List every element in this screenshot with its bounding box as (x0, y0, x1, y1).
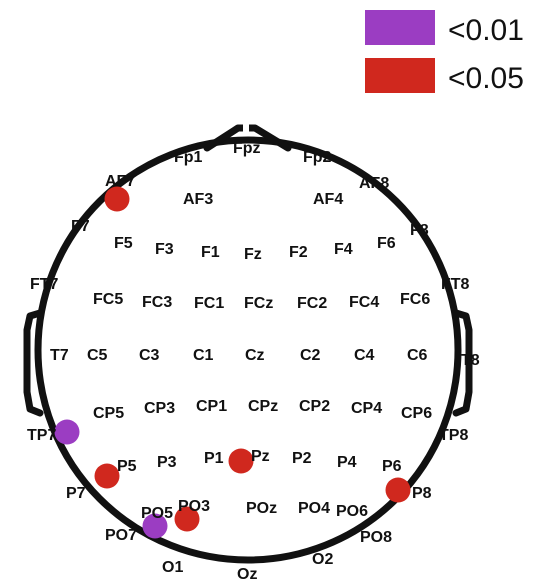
electrode-F6: F6 (377, 235, 396, 252)
electrode-PO5: PO5 (141, 505, 173, 522)
electrode-AF7: AF7 (105, 173, 135, 190)
electrode-F1: F1 (201, 244, 220, 261)
electrode-FC2: FC2 (297, 295, 327, 312)
electrode-TP7: TP7 (27, 427, 56, 444)
electrode-FC3: FC3 (142, 294, 172, 311)
electrode-POz: POz (246, 500, 277, 517)
head-circle (34, 136, 462, 564)
head-outline (23, 124, 473, 564)
electrode-Pz: Pz (251, 448, 270, 465)
electrode-TP8: TP8 (439, 427, 468, 444)
electrode-PO7: PO7 (105, 527, 137, 544)
electrode-O2: O2 (312, 551, 333, 568)
electrode-C6: C6 (407, 347, 428, 364)
electrode-Cz: Cz (245, 347, 265, 364)
electrode-C3: C3 (139, 347, 160, 364)
electrode-labels: Fp1 Fpz Fp2 AF7 AF3 AF4 AF8 F7 F5 F3 F1 … (27, 140, 480, 583)
electrode-O1: O1 (162, 559, 183, 576)
significance-marker-p1 (228, 448, 254, 474)
left-ear (23, 309, 44, 417)
electrode-C1: C1 (193, 347, 214, 364)
electrode-FC1: FC1 (194, 295, 224, 312)
significance-marker-p5 (94, 463, 120, 489)
legend: <0.01 <0.05 (365, 10, 524, 95)
electrode-PO4: PO4 (298, 500, 330, 517)
electrode-F3: F3 (155, 241, 174, 258)
electrode-P1: P1 (204, 450, 224, 467)
significance-marker-po5 (142, 513, 168, 539)
legend-swatch-p005 (365, 58, 435, 93)
electrode-CP1: CP1 (196, 398, 227, 415)
legend-swatch-p001 (365, 10, 435, 45)
electrode-AF4: AF4 (313, 191, 343, 208)
electrode-Fp1: Fp1 (174, 149, 203, 166)
electrode-P7: P7 (66, 485, 86, 502)
electrode-P4: P4 (337, 454, 357, 471)
significance-marker-p8 (385, 477, 411, 503)
electrode-FT8: FT8 (441, 276, 470, 293)
electrode-F5: F5 (114, 235, 133, 252)
electrode-FC4: FC4 (349, 294, 379, 311)
electrode-PO6: PO6 (336, 503, 368, 520)
electrode-F7: F7 (71, 218, 90, 235)
electrode-C2: C2 (300, 347, 321, 364)
electrode-AF8: AF8 (359, 175, 389, 192)
electrode-PO8: PO8 (360, 529, 392, 546)
electrode-F4: F4 (334, 241, 353, 258)
right-ear (452, 309, 473, 417)
electrode-T8: T8 (461, 352, 480, 369)
electrode-CPz: CPz (248, 398, 278, 415)
electrode-P6: P6 (382, 458, 402, 475)
electrode-FT7: FT7 (30, 276, 59, 293)
significance-marker-tp7 (54, 419, 80, 445)
electrode-FCz: FCz (244, 295, 273, 312)
electrode-PO3: PO3 (178, 498, 210, 515)
electrode-C4: C4 (354, 347, 375, 364)
electrode-Fz: Fz (244, 246, 262, 263)
electrode-CP6: CP6 (401, 405, 432, 422)
electrode-P2: P2 (292, 450, 312, 467)
electrode-C5: C5 (87, 347, 108, 364)
electrode-Fp2: Fp2 (303, 149, 332, 166)
electrode-Fpz: Fpz (233, 140, 261, 157)
electrode-P8: P8 (412, 485, 432, 502)
electrode-FC5: FC5 (93, 291, 123, 308)
legend-label-p001: <0.01 (448, 14, 524, 47)
electrode-FC6: FC6 (400, 291, 430, 308)
legend-label-p005: <0.05 (448, 62, 524, 95)
electrode-CP4: CP4 (351, 400, 382, 417)
electrode-Oz: Oz (237, 566, 257, 583)
electrode-CP5: CP5 (93, 405, 124, 422)
electrode-T7: T7 (50, 347, 69, 364)
electrode-CP3: CP3 (144, 400, 175, 417)
electrode-AF3: AF3 (183, 191, 213, 208)
significance-markers (54, 186, 411, 539)
significance-marker-af7 (104, 186, 130, 212)
electrode-CP2: CP2 (299, 398, 330, 415)
electrode-P5: P5 (117, 458, 137, 475)
significance-marker-po3 (174, 506, 200, 532)
electrode-F2: F2 (289, 244, 308, 261)
electrode-F8: F8 (410, 222, 429, 239)
electrode-P3: P3 (157, 454, 177, 471)
